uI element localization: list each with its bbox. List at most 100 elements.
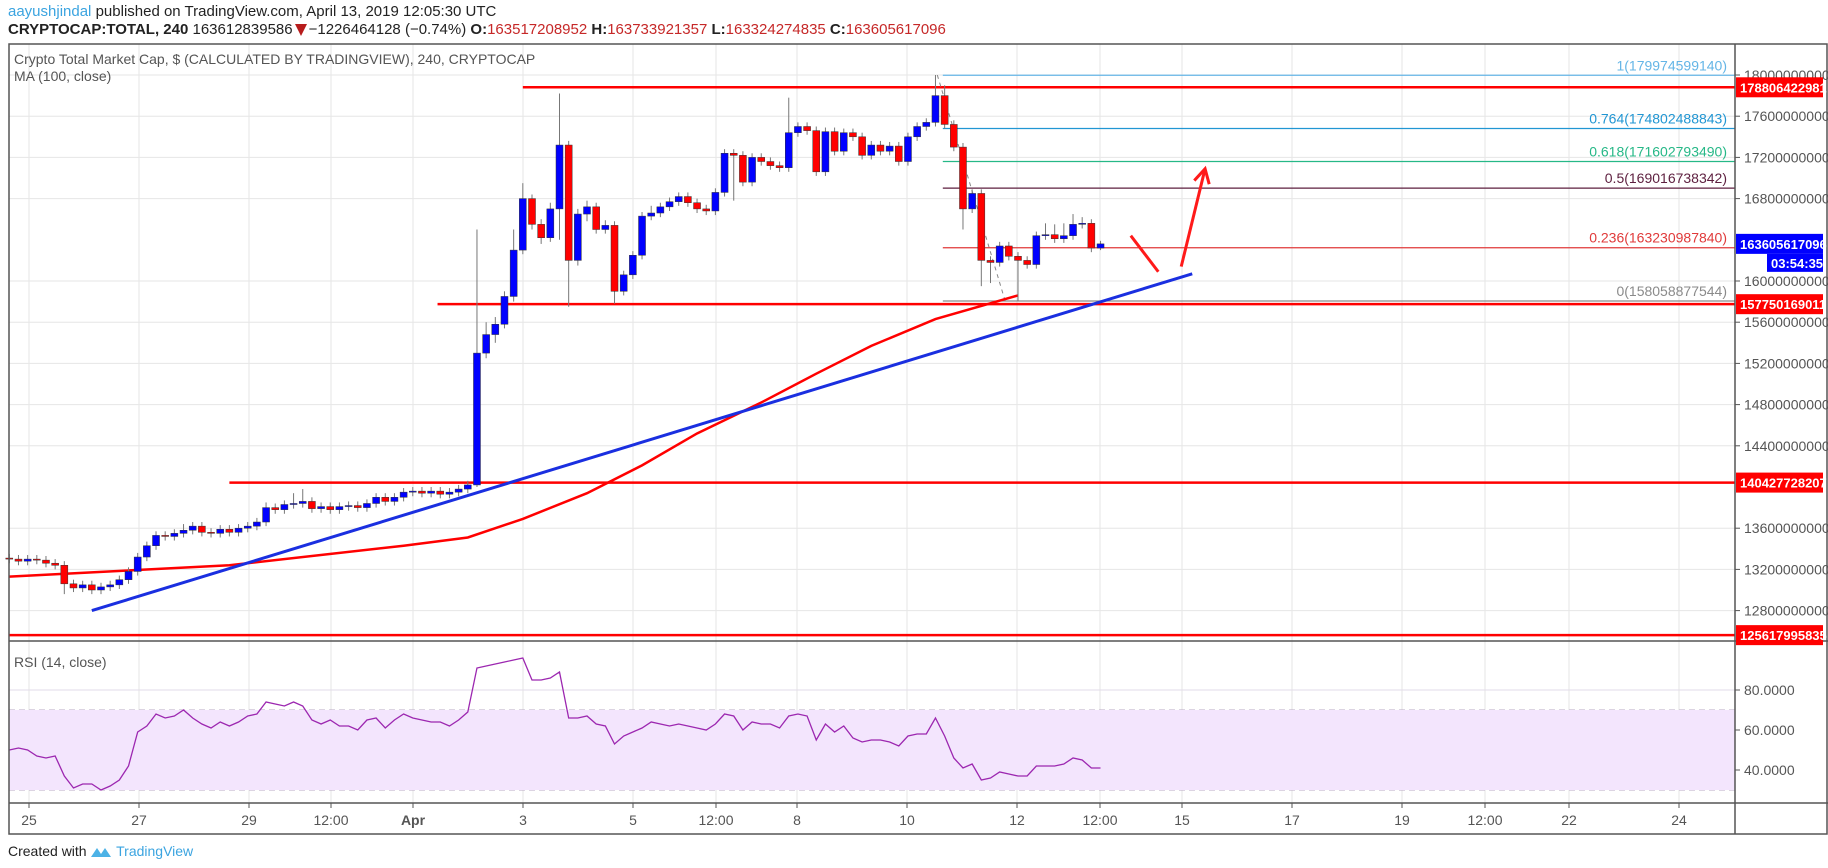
time-tick-label: Apr	[401, 812, 426, 828]
candle-body	[775, 165, 784, 168]
candle	[161, 531, 169, 541]
price-tick-label: 132000000000	[1744, 561, 1828, 577]
candle	[143, 541, 151, 562]
candle	[986, 256, 995, 284]
candle	[317, 502, 325, 513]
author-link[interactable]: aayushjindal	[8, 3, 92, 20]
candle	[702, 204, 710, 216]
candle-body	[97, 586, 105, 591]
time-tick-label: 29	[241, 812, 257, 828]
candle-body	[106, 584, 114, 588]
change-value: −1226464128 (−0.74%)	[308, 21, 467, 38]
candle	[33, 554, 41, 565]
candle	[464, 480, 472, 494]
candle	[427, 487, 435, 498]
candle	[940, 85, 949, 129]
candle-body	[60, 565, 69, 585]
candle-body	[152, 535, 160, 546]
price-tick-label: 160000000000	[1744, 273, 1828, 289]
publish-text: published on TradingView.com, April 13, …	[95, 3, 497, 20]
candle-body	[665, 201, 674, 208]
candle-body	[785, 132, 793, 168]
candle	[234, 524, 243, 537]
time-tick-label: 3	[519, 812, 527, 828]
fib-level-label: 0.764(174802488843)	[1589, 111, 1727, 127]
candle-body	[473, 352, 481, 486]
countdown-badge-bg	[1767, 253, 1823, 272]
open-label: O:	[470, 21, 488, 38]
candle	[693, 198, 701, 214]
time-tick-label: 27	[131, 812, 147, 828]
candle-body	[876, 144, 885, 152]
candle	[995, 241, 1004, 267]
candle	[152, 531, 160, 550]
last-value: 163612839586	[192, 21, 293, 38]
candle-body	[363, 503, 371, 508]
candle	[445, 488, 454, 499]
candle-body	[23, 558, 32, 562]
candle	[968, 189, 976, 214]
candle	[399, 488, 408, 502]
candle	[1087, 219, 1096, 253]
ma-legend: MA (100, close)	[14, 68, 111, 84]
candle	[473, 229, 481, 487]
candle	[821, 127, 830, 176]
candle-body	[619, 274, 628, 292]
candle-body	[913, 126, 921, 138]
candle	[803, 122, 811, 135]
candle-body	[803, 126, 811, 131]
candle	[610, 221, 619, 304]
candle	[106, 580, 114, 592]
candle-body	[849, 132, 857, 138]
candle-body	[124, 571, 133, 580]
candle	[509, 229, 518, 302]
rsi-tick-label: 40.0000	[1744, 762, 1795, 778]
candle-body	[289, 503, 298, 505]
candle-body	[986, 260, 995, 263]
time-tick-label: 15	[1174, 812, 1190, 828]
candle-body	[445, 491, 454, 495]
candle-body	[271, 507, 279, 510]
symbol-info: CRYPTOCAP:TOTAL, 240 163612839586 −122646…	[8, 21, 946, 38]
candle-body	[335, 506, 344, 510]
candle	[592, 202, 600, 234]
fib-level-label: 1(179974599140)	[1616, 57, 1727, 73]
candle-body	[262, 507, 270, 523]
candle	[757, 153, 765, 166]
candle-body	[207, 532, 215, 534]
candle-body	[931, 95, 940, 123]
candle-body	[821, 131, 830, 173]
candle	[876, 140, 885, 156]
price-tick-label: 168000000000	[1744, 191, 1828, 207]
triangle-down-icon	[294, 24, 307, 37]
candle-body	[885, 145, 894, 152]
candle	[1041, 223, 1050, 240]
candle-body	[1032, 235, 1041, 265]
candle-body	[179, 530, 188, 534]
candle	[243, 522, 252, 533]
candle-body	[794, 126, 802, 133]
candle-body	[188, 525, 197, 531]
candle-body	[436, 490, 445, 495]
candle-body	[867, 144, 876, 156]
candle	[812, 126, 821, 176]
fib-level-label: 0.236(163230987840)	[1589, 230, 1727, 246]
candle	[785, 97, 793, 172]
candle-body	[1078, 223, 1086, 225]
candle-body	[830, 131, 839, 152]
candle-body	[298, 501, 307, 504]
candle	[519, 183, 527, 255]
candle-body	[42, 559, 50, 564]
tradingview-link[interactable]: TradingView	[116, 843, 194, 859]
level-price-badge-bg	[1736, 625, 1823, 646]
candle-body	[858, 136, 866, 156]
time-tick-label: 12	[1009, 812, 1025, 828]
candle-body	[674, 196, 683, 202]
candle	[409, 487, 417, 497]
candle	[372, 493, 380, 508]
candle	[88, 580, 96, 595]
candle-body	[326, 506, 334, 510]
candle	[931, 75, 940, 127]
candle	[913, 122, 921, 141]
